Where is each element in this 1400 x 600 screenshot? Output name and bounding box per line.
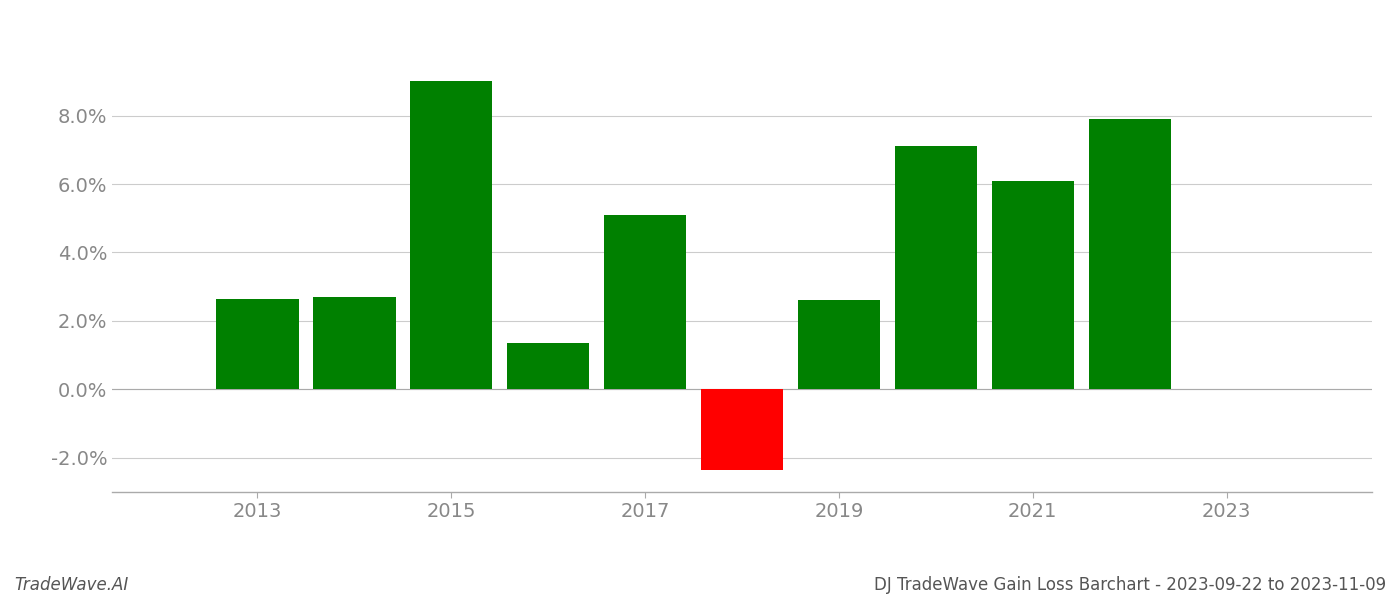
Bar [701,389,783,470]
Bar [991,181,1074,389]
Bar [1089,119,1170,389]
Bar [314,297,396,389]
Bar [410,82,493,389]
Bar [216,299,298,389]
Text: TradeWave.AI: TradeWave.AI [14,576,129,594]
Bar [895,146,977,389]
Bar [798,301,881,389]
Text: DJ TradeWave Gain Loss Barchart - 2023-09-22 to 2023-11-09: DJ TradeWave Gain Loss Barchart - 2023-0… [874,576,1386,594]
Bar [507,343,589,389]
Bar [603,215,686,389]
